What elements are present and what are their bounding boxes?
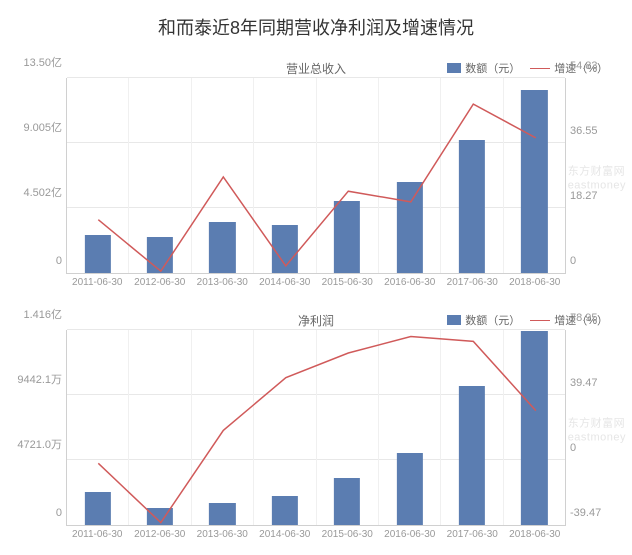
x-tick: 2017-06-30 bbox=[441, 525, 504, 540]
bar-column bbox=[192, 330, 254, 525]
bar-column bbox=[379, 78, 441, 273]
bar bbox=[209, 503, 235, 525]
bar-column bbox=[254, 330, 316, 525]
bar-column bbox=[129, 330, 191, 525]
x-tick: 2018-06-30 bbox=[504, 273, 567, 288]
bar bbox=[147, 237, 173, 273]
x-tick: 2013-06-30 bbox=[191, 525, 254, 540]
chart-container: { "title": "和而泰近8年同期营收净利润及增速情况", "waterm… bbox=[0, 0, 632, 555]
y-axis-left: 04721.0万9442.1万1.416亿 bbox=[16, 330, 66, 525]
bar-column bbox=[317, 330, 379, 525]
x-tick: 2015-06-30 bbox=[316, 525, 379, 540]
bar bbox=[334, 201, 360, 273]
bar bbox=[272, 496, 298, 525]
legend-amount-swatch bbox=[447, 63, 461, 73]
x-tick: 2013-06-30 bbox=[191, 273, 254, 288]
bar-column bbox=[129, 78, 191, 273]
bar-column bbox=[441, 78, 503, 273]
bar bbox=[209, 222, 235, 273]
x-tick: 2014-06-30 bbox=[254, 525, 317, 540]
x-tick: 2018-06-30 bbox=[504, 525, 567, 540]
legend-amount: 数额（元） bbox=[447, 312, 520, 328]
y-left-tick: 13.50亿 bbox=[23, 54, 62, 70]
y-right-tick: 78.95 bbox=[570, 312, 598, 324]
bar bbox=[396, 182, 422, 273]
y-right-tick: -39.47 bbox=[570, 507, 601, 519]
bars bbox=[67, 78, 565, 273]
x-tick: 2012-06-30 bbox=[129, 525, 192, 540]
y-left-tick: 1.416亿 bbox=[23, 306, 62, 322]
bar-column bbox=[67, 330, 129, 525]
bar bbox=[85, 492, 111, 525]
bar bbox=[396, 453, 422, 525]
x-tick: 2014-06-30 bbox=[254, 273, 317, 288]
profit-chart: 净利润数额（元）增速（%）东方财富网eastmoney04721.0万9442.… bbox=[16, 310, 616, 540]
bar-column bbox=[441, 330, 503, 525]
y-right-tick: 36.55 bbox=[570, 125, 598, 137]
plot bbox=[66, 330, 566, 526]
legend-growth-swatch bbox=[530, 320, 550, 321]
chart-header: 营业总收入数额（元）增速（%） bbox=[16, 58, 616, 78]
y-left-tick: 0 bbox=[56, 255, 62, 267]
legend-growth-swatch bbox=[530, 68, 550, 69]
bar bbox=[459, 386, 485, 525]
y-left-tick: 4721.0万 bbox=[17, 436, 62, 452]
bar bbox=[272, 225, 298, 273]
y-left-tick: 9442.1万 bbox=[17, 371, 62, 387]
bar-column bbox=[504, 330, 565, 525]
bar-column bbox=[379, 330, 441, 525]
chart-subtitle: 净利润 bbox=[298, 312, 334, 329]
bar bbox=[334, 478, 360, 525]
bar-column bbox=[192, 78, 254, 273]
plot-area: 东方财富网eastmoney04721.0万9442.1万1.416亿-39.4… bbox=[16, 330, 616, 525]
y-right-tick: 39.47 bbox=[570, 377, 598, 389]
chart-subtitle: 营业总收入 bbox=[286, 60, 346, 77]
y-left-tick: 4.502亿 bbox=[23, 184, 62, 200]
bar-column bbox=[254, 78, 316, 273]
main-title: 和而泰近8年同期营收净利润及增速情况 bbox=[0, 0, 632, 46]
bars bbox=[67, 330, 565, 525]
bar bbox=[521, 90, 547, 273]
bar bbox=[459, 140, 485, 273]
y-right-tick: 54.83 bbox=[570, 60, 598, 72]
y-axis-left: 04.502亿9.005亿13.50亿 bbox=[16, 78, 66, 273]
plot bbox=[66, 78, 566, 274]
x-tick: 2015-06-30 bbox=[316, 273, 379, 288]
legend-amount-swatch bbox=[447, 315, 461, 325]
bar-column bbox=[67, 78, 129, 273]
watermark: 东方财富网eastmoney bbox=[568, 166, 626, 194]
bar bbox=[85, 235, 111, 273]
x-tick: 2016-06-30 bbox=[379, 273, 442, 288]
x-tick: 2011-06-30 bbox=[66, 273, 129, 288]
bar bbox=[521, 331, 547, 525]
bar-column bbox=[504, 78, 565, 273]
x-axis: 2011-06-302012-06-302013-06-302014-06-30… bbox=[66, 525, 566, 540]
legend-amount: 数额（元） bbox=[447, 60, 520, 76]
legend-amount-label: 数额（元） bbox=[465, 312, 520, 328]
y-left-tick: 0 bbox=[56, 507, 62, 519]
x-tick: 2016-06-30 bbox=[379, 525, 442, 540]
legend-amount-label: 数额（元） bbox=[465, 60, 520, 76]
y-right-tick: 0 bbox=[570, 255, 576, 267]
bar bbox=[147, 508, 173, 525]
bar-column bbox=[317, 78, 379, 273]
chart-header: 净利润数额（元）增速（%） bbox=[16, 310, 616, 330]
y-left-tick: 9.005亿 bbox=[23, 119, 62, 135]
plot-area: 东方财富网eastmoney04.502亿9.005亿13.50亿018.273… bbox=[16, 78, 616, 273]
x-tick: 2017-06-30 bbox=[441, 273, 504, 288]
revenue-chart: 营业总收入数额（元）增速（%）东方财富网eastmoney04.502亿9.00… bbox=[16, 58, 616, 288]
x-tick: 2012-06-30 bbox=[129, 273, 192, 288]
watermark: 东方财富网eastmoney bbox=[568, 418, 626, 446]
x-axis: 2011-06-302012-06-302013-06-302014-06-30… bbox=[66, 273, 566, 288]
x-tick: 2011-06-30 bbox=[66, 525, 129, 540]
